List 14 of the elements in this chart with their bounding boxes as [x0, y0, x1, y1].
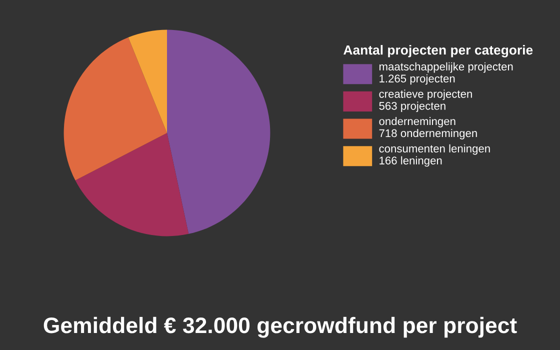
pie-slice: [167, 30, 270, 234]
pie-slice: [64, 37, 167, 180]
data-label: 166 leningen: [380, 156, 442, 167]
legend-title: Aantal projecten per categorie: [344, 45, 533, 58]
pie-slice: [128, 30, 167, 133]
data-label: 1.265 projecten: [380, 74, 455, 85]
text: Gemiddeld € 32.000 gecrowdfund per project: [44, 316, 517, 338]
pie-slice: [75, 133, 189, 236]
legend-label: maatschappelijke projecten: [379, 62, 513, 73]
data-label: 563 projecten: [379, 102, 446, 112]
legend-label: ondernemingen: [379, 117, 456, 128]
legend-label: creatieve projecten: [379, 90, 472, 100]
legend-label: consumenten leningen: [379, 144, 490, 155]
data-label: 718 ondernemingen: [379, 128, 477, 140]
